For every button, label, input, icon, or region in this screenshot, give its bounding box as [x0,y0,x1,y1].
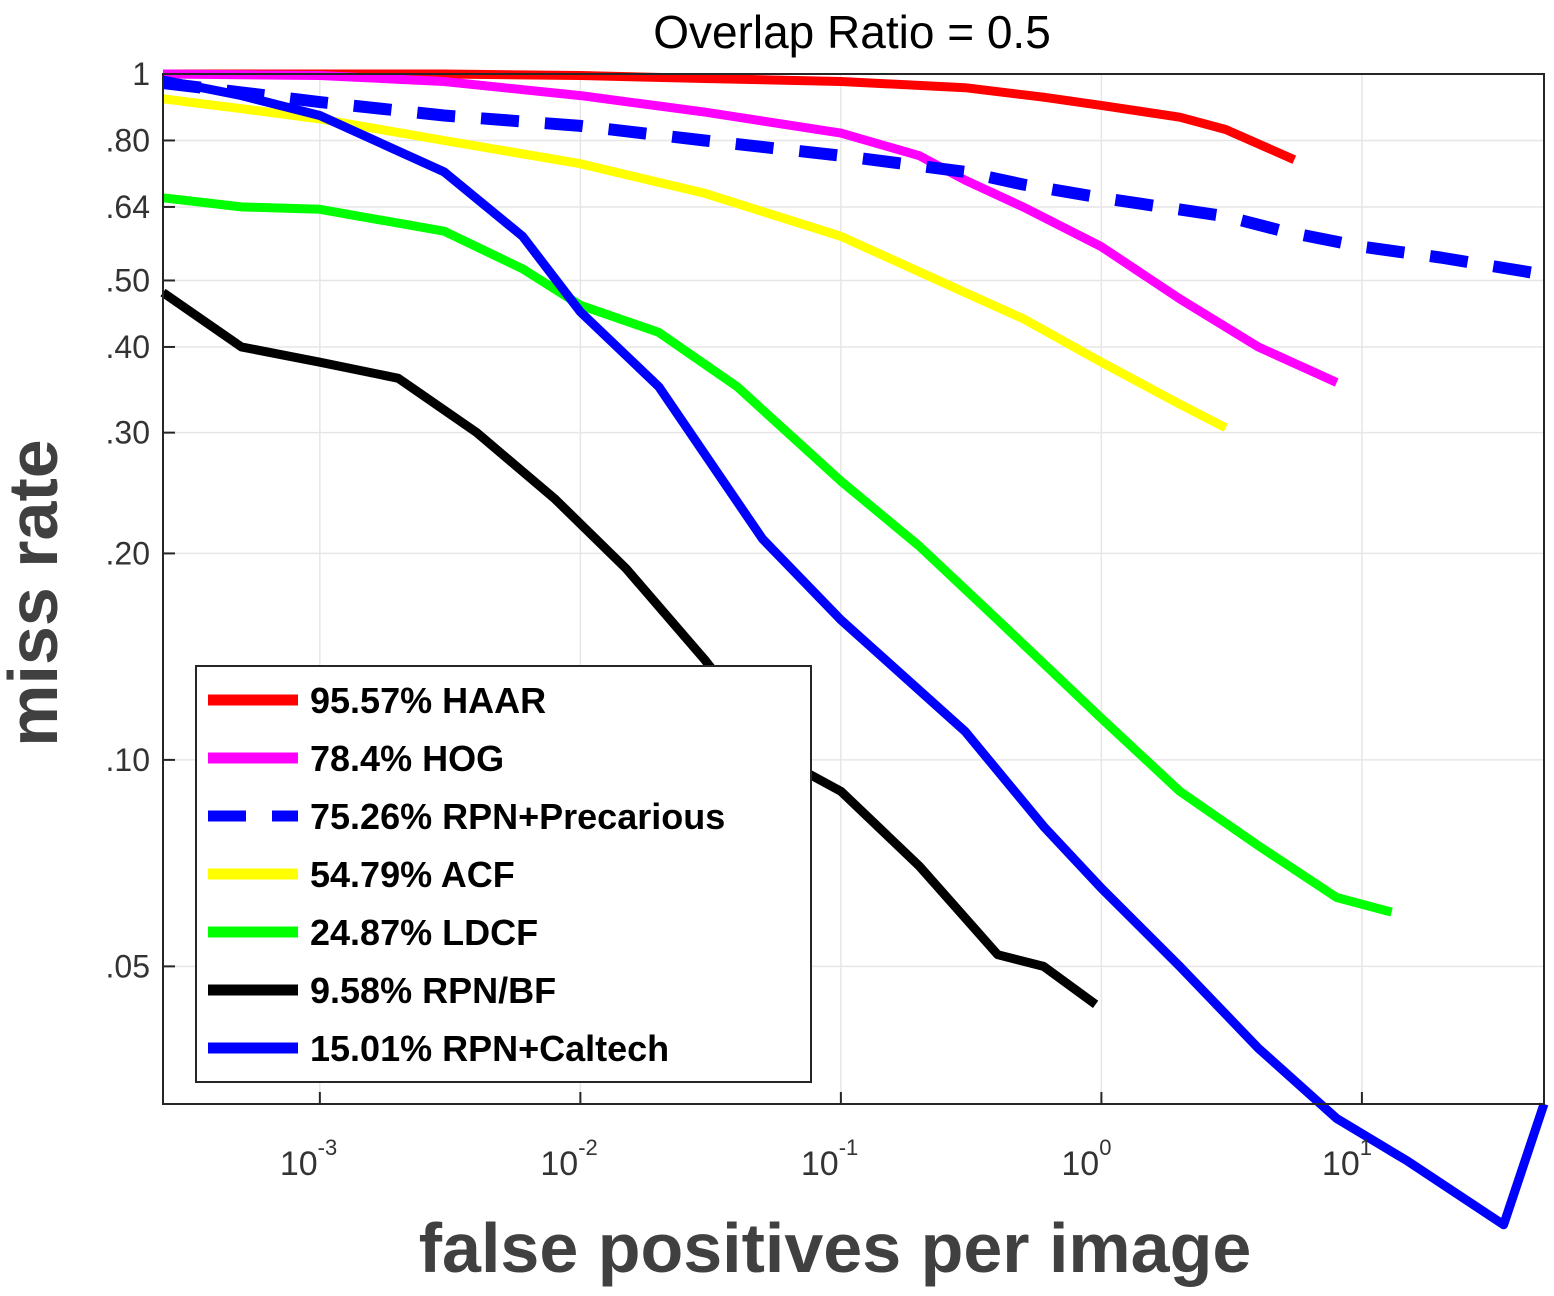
series-line-hog [162,69,1339,387]
chart-title: Overlap Ratio = 0.5 [653,6,1051,58]
y-tick-label: .64 [106,189,150,225]
legend-box [195,665,812,1083]
y-tick-label: .40 [106,329,150,365]
x-tick-exponent: 0 [1099,1135,1111,1160]
x-tick-exponent: -1 [839,1135,859,1160]
x-axis-label: false positives per image [419,1209,1252,1287]
x-tick-exponent: -3 [318,1135,338,1160]
y-tick-label: .10 [106,742,150,778]
legend-label-rpn-precarious: 75.26% RPN+Precarious [310,796,725,837]
y-tick-label: .30 [106,415,150,451]
legend-label-ldcf: 24.87% LDCF [310,912,538,953]
y-tick-label: 1 [132,56,150,92]
y-tick-label: .80 [106,122,150,158]
y-axis-ticks: 1 .80 .64 .50 .40 .30 .20 .10 .05 [106,56,175,984]
y-tick-label: .05 [106,948,150,984]
x-tick-exponent: -2 [578,1135,598,1160]
plot-frame [162,73,1545,1105]
y-tick-label: .50 [106,262,150,298]
legend: 95.57% HAAR 78.4% HOG 75.26% RPN+Precariou… [195,665,812,1083]
legend-entries: 95.57% HAAR 78.4% HOG 75.26% RPN+Precariou… [208,680,725,1069]
legend-label-acf: 54.79% ACF [310,854,515,895]
x-tick-exponent: 1 [1360,1135,1372,1160]
y-tick-label: .20 [106,535,150,571]
legend-label-rpn-bf: 9.58% RPN/BF [310,970,556,1011]
series-lines [160,69,1549,1230]
legend-label-hog: 78.4% HOG [310,738,504,779]
series-line-ldcf [162,193,1393,917]
legend-label-rpn-caltech: 15.01% RPN+Caltech [310,1028,669,1069]
y-axis-label: miss rate [0,439,72,746]
series-line-rpn-precarious [162,77,1545,281]
series-line-acf [162,94,1228,432]
legend-label-haar: 95.57% HAAR [310,680,546,721]
series-line-rpn-bf [160,288,1099,1009]
series-line-rpn-caltech [162,75,1549,1230]
